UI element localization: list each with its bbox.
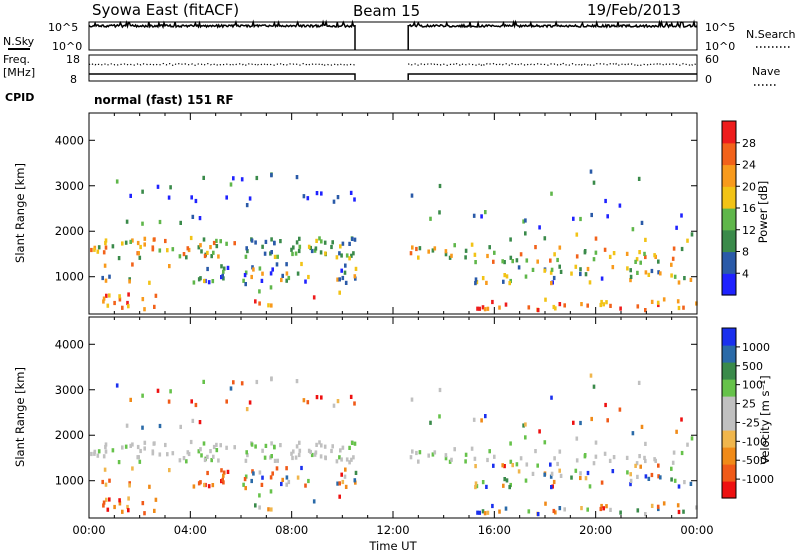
colorbar-tick-label: 24 (742, 159, 756, 172)
colorbar-tick-label: 100 (742, 379, 763, 392)
x-tick-label: 00:00 (72, 523, 105, 537)
freq-trace (89, 73, 697, 80)
colorbar-swatch (722, 164, 736, 187)
nsky-tick-bottom: 10^0 (52, 40, 82, 53)
power-panel-frame (88, 112, 698, 315)
x-tick-label: 20:00 (579, 523, 612, 537)
colorbar-tick-label: 500 (742, 360, 763, 373)
y-tick-label: 4000 (55, 133, 84, 147)
colorbar-swatch (722, 186, 736, 209)
colorbar-swatch (722, 362, 736, 380)
station-title: Syowa East (fitACF) (92, 1, 239, 19)
colorbar-swatch (722, 251, 736, 274)
colorbar-tick-label: 4 (742, 267, 749, 280)
cpid-value: normal (fast) 151 RF (94, 93, 234, 107)
nave-tick-top: 60 (705, 53, 719, 66)
power-colorbar-label: Power [dB] (756, 181, 770, 244)
colorbar-swatch (722, 142, 736, 166)
nave-trace (88, 62, 698, 67)
nsky-trace (88, 19, 698, 50)
colorbar-swatch (722, 208, 736, 231)
nsearch-tick-bottom: 10^0 (705, 40, 735, 53)
freq-tick-top: 18 (66, 53, 80, 66)
colorbar-swatch (722, 413, 736, 431)
y-tick-label: 1000 (55, 270, 84, 284)
freq-tick-bottom: 8 (70, 73, 77, 86)
freq-label: Freq. (3, 53, 30, 66)
colorbar-swatch (722, 447, 736, 465)
colorbar-tick-label: 1000 (742, 341, 770, 354)
colorbar-swatch (722, 345, 736, 363)
colorbar-swatch (722, 121, 736, 144)
velocity-colorbar-label: Velocity [m s⁻¹] (758, 375, 772, 464)
power-axis-ticks: 1000 2000 3000 4000 (55, 113, 698, 314)
colorbar-swatch (722, 273, 736, 296)
y-tick-label: 4000 (55, 337, 84, 351)
x-tick-label: 08:00 (275, 523, 308, 537)
colorbar-tick-label: -1000 (742, 473, 774, 486)
nave-tick-bottom: 0 (705, 73, 712, 86)
colorbar-swatch (722, 481, 736, 499)
freq-unit: [MHz] (3, 66, 35, 79)
cpid-label: CPID (5, 91, 34, 104)
nsky-panel-frame (88, 21, 698, 51)
y-tick-label: 1000 (55, 474, 84, 488)
colorbar-tick-label: 25 (742, 398, 756, 411)
y-tick-label: 3000 (55, 383, 84, 397)
nsky-label: N.Sky (3, 35, 35, 48)
colorbar-tick-label: 16 (742, 202, 756, 215)
colorbar-tick-label: 12 (742, 224, 756, 237)
nave-label: Nave (752, 65, 780, 78)
x-tick-label: 12:00 (376, 523, 409, 537)
colorbar-tick-label: -25 (742, 416, 760, 429)
time-axis-label: Time UT (368, 539, 417, 553)
colorbar-tick-label: -100 (742, 435, 767, 448)
velocity-axis-ticks: 1000 2000 3000 4000 (55, 317, 698, 518)
date-title: 19/Feb/2013 (587, 1, 681, 19)
power-heatmap (90, 169, 698, 313)
velocity-panel-frame (88, 316, 698, 519)
y-tick-label: 2000 (55, 428, 84, 442)
colorbar-tick-label: -500 (742, 454, 767, 467)
y-tick-label: 3000 (55, 179, 84, 193)
colorbar-tick-label: 20 (742, 180, 756, 193)
velocity-heatmap (90, 373, 698, 517)
colorbar-frame (721, 327, 737, 499)
colorbar-tick-label: 28 (742, 137, 756, 150)
colorbar-swatch (722, 379, 736, 397)
beam-title: Beam 15 (353, 2, 420, 20)
time-axis-labels: 00:00 04:00 08:00 12:00 16:00 20:00 00:00 (72, 523, 713, 537)
x-tick-label: 04:00 (174, 523, 207, 537)
colorbar-swatch (722, 430, 736, 448)
colorbar-tick-label: 8 (742, 246, 749, 259)
nsearch-tick-top: 10^5 (705, 21, 735, 34)
nsky-tick-top: 10^5 (48, 21, 78, 34)
freq-panel-frame (88, 54, 698, 82)
colorbar-swatch (722, 328, 736, 346)
colorbar-swatch (722, 464, 736, 482)
power-colorbar: 28 24 20 16 12 8 4 (721, 120, 756, 296)
x-tick-label: 00:00 (680, 523, 713, 537)
nsearch-label: N.Search (746, 28, 796, 41)
colorbar-swatch (722, 229, 736, 253)
velocity-ylabel: Slant Range [km] (13, 367, 27, 467)
x-tick-label: 16:00 (478, 523, 511, 537)
colorbar-swatch (722, 396, 736, 414)
power-ylabel: Slant Range [km] (13, 163, 27, 263)
y-tick-label: 2000 (55, 224, 84, 238)
velocity-colorbar: 1000 500 100 25 -25 -100 -500 -1000 (721, 327, 774, 499)
